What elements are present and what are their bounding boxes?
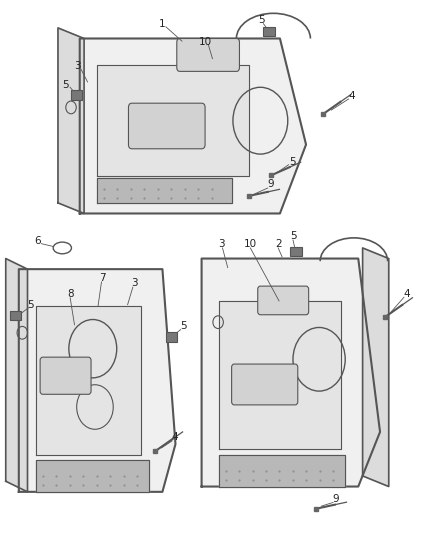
Polygon shape [219, 301, 341, 449]
Bar [263, 27, 275, 36]
Bar [71, 91, 82, 100]
Bar [10, 311, 21, 320]
Bar [290, 247, 302, 256]
Text: 8: 8 [68, 289, 74, 299]
Text: 4: 4 [404, 289, 410, 299]
Text: 4: 4 [171, 432, 178, 442]
Text: 5: 5 [180, 321, 187, 331]
Text: 4: 4 [349, 91, 355, 101]
Polygon shape [363, 248, 389, 487]
Text: 3: 3 [218, 239, 225, 249]
FancyBboxPatch shape [128, 103, 205, 149]
Polygon shape [97, 178, 232, 203]
Text: 1: 1 [159, 19, 166, 29]
FancyBboxPatch shape [40, 357, 91, 394]
Text: 3: 3 [131, 278, 138, 288]
FancyBboxPatch shape [177, 38, 240, 71]
Text: 7: 7 [99, 273, 106, 283]
Text: 6: 6 [34, 236, 40, 246]
Polygon shape [201, 259, 380, 487]
FancyBboxPatch shape [232, 364, 298, 405]
Polygon shape [19, 269, 176, 492]
Text: 3: 3 [74, 61, 81, 71]
Text: 5: 5 [63, 80, 69, 90]
Polygon shape [36, 460, 149, 492]
Text: 5: 5 [28, 300, 34, 310]
Text: 5: 5 [289, 157, 295, 166]
Text: 5: 5 [258, 15, 265, 25]
Polygon shape [97, 65, 250, 176]
Polygon shape [58, 28, 84, 214]
Text: 2: 2 [276, 239, 283, 249]
Text: 10: 10 [198, 37, 212, 47]
Text: 5: 5 [290, 231, 297, 241]
Polygon shape [80, 38, 306, 214]
Polygon shape [6, 259, 28, 492]
Bar [166, 332, 177, 342]
Polygon shape [36, 306, 141, 455]
Polygon shape [219, 455, 345, 487]
Text: 9: 9 [267, 179, 274, 189]
Text: 9: 9 [332, 494, 339, 504]
FancyBboxPatch shape [258, 286, 309, 315]
Text: 10: 10 [244, 239, 257, 249]
